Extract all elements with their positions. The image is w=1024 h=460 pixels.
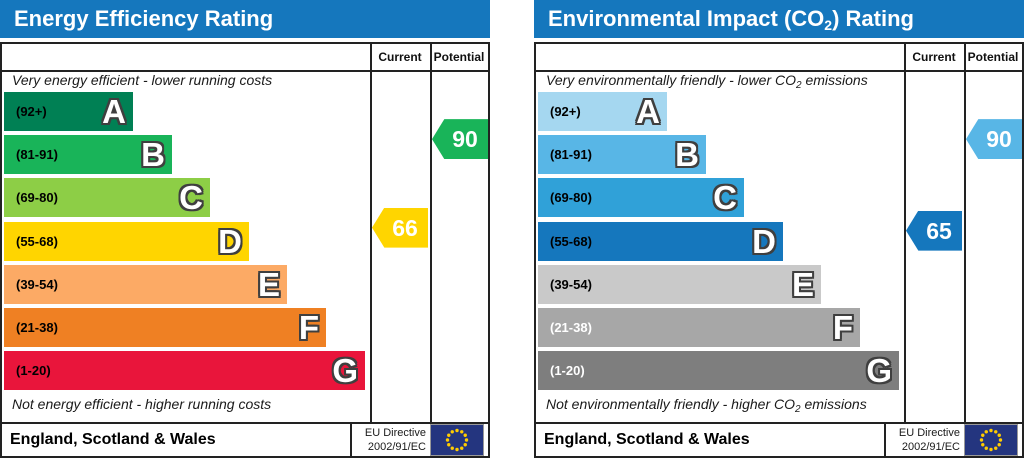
- band-letter: E: [257, 265, 280, 303]
- current-rating-arrow: 66: [372, 207, 428, 248]
- current-rating-arrow: 65: [906, 210, 962, 251]
- band-letter: E: [791, 265, 814, 303]
- potential-column-divider: [964, 44, 966, 422]
- top-note-text: Very environmentally friendly - lower CO: [546, 72, 797, 88]
- band-range-label: (1-20): [16, 363, 51, 379]
- band-letter: A: [102, 93, 126, 130]
- environmental-panel-title: Environmental Impact (CO2) Rating: [534, 0, 1024, 38]
- band-letter: B: [141, 136, 165, 174]
- bottom-note: Not environmentally friendly - higher CO…: [546, 396, 867, 415]
- band-range-label: (55-68): [16, 233, 58, 249]
- band-letter: A: [636, 93, 660, 130]
- band-f: (21-38) F: [4, 308, 326, 347]
- environmental-impact-panel: Environmental Impact (CO2) Rating Curren…: [534, 0, 1024, 460]
- band-range-label: (81-91): [550, 147, 592, 163]
- energy-rating-table: Current Potential Very energy efficient …: [0, 42, 490, 458]
- band-range-label: (92+): [550, 104, 581, 119]
- footer-column-divider: [884, 424, 886, 456]
- band-letter: C: [179, 179, 203, 217]
- band-range-label: (69-80): [16, 190, 58, 206]
- title-subscript: 2: [824, 17, 833, 33]
- top-note-subscript: 2: [796, 80, 802, 91]
- region-label: England, Scotland & Wales: [10, 431, 216, 448]
- eu-directive-line2: 2002/91/EC: [367, 441, 426, 453]
- bottom-note-text-post: emissions: [800, 396, 867, 412]
- top-note-text-post: emissions: [801, 72, 868, 88]
- band-d: (55-68) D: [538, 221, 783, 261]
- band-f: (21-38) F: [538, 308, 860, 347]
- band-letter: D: [752, 222, 776, 260]
- header-row-divider: [536, 70, 1022, 72]
- band-range-label: (21-38): [16, 320, 58, 335]
- band-e: (39-54) E: [4, 264, 287, 304]
- band-c: (69-80) C: [4, 178, 210, 218]
- eu-directive-line1: EU Directive: [898, 427, 960, 439]
- band-letter: F: [298, 309, 319, 346]
- footer-row-divider: [536, 422, 1022, 424]
- band-range-label: (81-91): [16, 147, 58, 163]
- band-range-label: (69-80): [550, 190, 592, 206]
- eu-flag-icon: [430, 424, 484, 456]
- current-column-divider: [904, 44, 906, 422]
- eu-directive-label: EU Directive 2002/91/EC: [899, 426, 960, 454]
- top-note-text: Very energy efficient - lower running co…: [12, 72, 273, 88]
- band-range-label: (39-54): [16, 276, 58, 292]
- potential-rating-arrow: 90: [432, 119, 488, 160]
- top-note: Very environmentally friendly - lower CO…: [546, 72, 868, 91]
- band-c: (69-80) C: [538, 178, 744, 218]
- band-letter: G: [866, 352, 892, 390]
- band-g: (1-20) G: [538, 351, 899, 391]
- band-a: (92+) A: [538, 92, 667, 131]
- bottom-note-subscript: 2: [795, 404, 801, 415]
- footer-column-divider: [350, 424, 352, 456]
- current-column-divider: [370, 44, 372, 422]
- region-label: England, Scotland & Wales: [544, 431, 750, 448]
- band-d: (55-68) D: [4, 221, 249, 261]
- band-range-label: (21-38): [550, 320, 592, 335]
- eu-directive-line1: EU Directive: [364, 427, 426, 439]
- band-letter: B: [675, 136, 699, 174]
- band-range-label: (1-20): [550, 363, 585, 379]
- header-row-divider: [2, 70, 488, 72]
- band-letter: D: [218, 222, 242, 260]
- energy-panel-title: Energy Efficiency Rating: [0, 0, 490, 38]
- eu-directive-label: EU Directive 2002/91/EC: [365, 426, 426, 454]
- band-letter: G: [332, 352, 358, 390]
- bottom-note: Not energy efficient - higher running co…: [12, 396, 271, 412]
- band-letter: C: [713, 179, 737, 217]
- environmental-rating-table: Current Potential Very environmentally f…: [534, 42, 1024, 458]
- band-range-label: (92+): [16, 104, 47, 119]
- current-column-header: Current: [912, 50, 956, 64]
- band-a: (92+) A: [4, 92, 133, 131]
- eu-flag-icon: [964, 424, 1018, 456]
- band-g: (1-20) G: [4, 351, 365, 391]
- band-range-label: (55-68): [550, 233, 592, 249]
- energy-efficiency-panel: Energy Efficiency Rating Current Potenti…: [0, 0, 490, 460]
- eu-directive-line2: 2002/91/EC: [901, 441, 960, 453]
- footer-row-divider: [2, 422, 488, 424]
- band-range-label: (39-54): [550, 276, 592, 292]
- bottom-note-text: Not energy efficient - higher running co…: [12, 396, 272, 412]
- title-text: Environmental Impact (CO: [548, 6, 825, 31]
- potential-rating-arrow: 90: [966, 119, 1022, 160]
- band-b: (81-91) B: [538, 135, 706, 175]
- current-column-header: Current: [378, 50, 422, 64]
- potential-column-divider: [430, 44, 432, 422]
- top-note: Very energy efficient - lower running co…: [12, 72, 272, 88]
- title-text: Energy Efficiency Rating: [14, 6, 274, 31]
- potential-column-header: Potential: [433, 50, 485, 64]
- title-text-post: ) Rating: [832, 6, 914, 31]
- band-b: (81-91) B: [4, 135, 172, 175]
- potential-column-header: Potential: [967, 50, 1019, 64]
- bottom-note-text: Not environmentally friendly - higher CO: [546, 396, 795, 412]
- band-letter: F: [832, 309, 853, 346]
- band-e: (39-54) E: [538, 264, 821, 304]
